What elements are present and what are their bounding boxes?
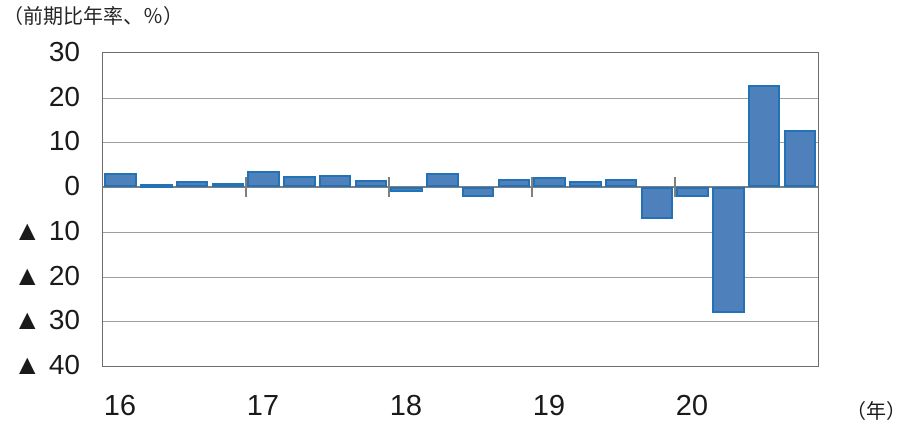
bar-18Q1 xyxy=(390,187,423,192)
gridline-10 xyxy=(103,142,818,144)
y-axis-label--30: ▲ 30 xyxy=(13,304,80,336)
bar-20Q2 xyxy=(712,187,745,313)
bar-18Q4 xyxy=(497,178,531,188)
bar-17Q1 xyxy=(247,171,280,188)
year-boundary-tick xyxy=(531,177,533,198)
bar-17Q2 xyxy=(283,176,316,188)
x-axis-label-19: 19 xyxy=(532,390,566,422)
bar-19Q4 xyxy=(640,187,674,220)
x-axis-unit-label: （年） xyxy=(846,401,906,423)
x-axis-label-18: 18 xyxy=(389,390,423,422)
year-boundary-tick xyxy=(674,177,676,198)
year-boundary-tick xyxy=(388,177,390,198)
bar-19Q2 xyxy=(569,180,602,188)
y-axis-label-30: 30 xyxy=(48,36,80,67)
bar-17Q3 xyxy=(318,175,352,188)
bar-16Q4 xyxy=(211,182,245,188)
x-axis-label-16: 16 xyxy=(103,390,137,422)
gridline--30 xyxy=(103,321,818,323)
gridline--20 xyxy=(103,276,818,278)
bar-19Q3 xyxy=(604,178,638,188)
bar-20Q1 xyxy=(676,187,709,197)
x-axis-label-20: 20 xyxy=(675,390,709,422)
bar-20Q3 xyxy=(747,84,781,188)
bar-20Q4 xyxy=(783,130,817,188)
bar-16Q3 xyxy=(175,180,209,188)
year-boundary-tick xyxy=(245,177,247,198)
y-axis-label-20: 20 xyxy=(48,80,80,112)
y-axis-label-0: 0 xyxy=(64,170,80,202)
bar-18Q2 xyxy=(426,172,459,188)
bar-18Q3 xyxy=(461,187,495,198)
y-axis-label--10: ▲ 10 xyxy=(13,214,80,246)
bar-16Q2 xyxy=(140,184,173,189)
plot-area xyxy=(102,52,819,367)
gridline--10 xyxy=(103,231,818,233)
chart-title: （前期比年率、％） xyxy=(3,6,183,28)
bar-17Q4 xyxy=(354,179,388,188)
y-axis-label--20: ▲ 20 xyxy=(13,259,80,291)
bar-19Q1 xyxy=(533,177,566,188)
y-axis-label-10: 10 xyxy=(48,125,80,157)
zero-line xyxy=(103,186,818,189)
bar-16Q1 xyxy=(104,172,137,188)
y-axis-label--40: ▲ 40 xyxy=(13,349,80,380)
gridline-20 xyxy=(103,97,818,99)
x-axis-label-17: 17 xyxy=(246,390,280,422)
